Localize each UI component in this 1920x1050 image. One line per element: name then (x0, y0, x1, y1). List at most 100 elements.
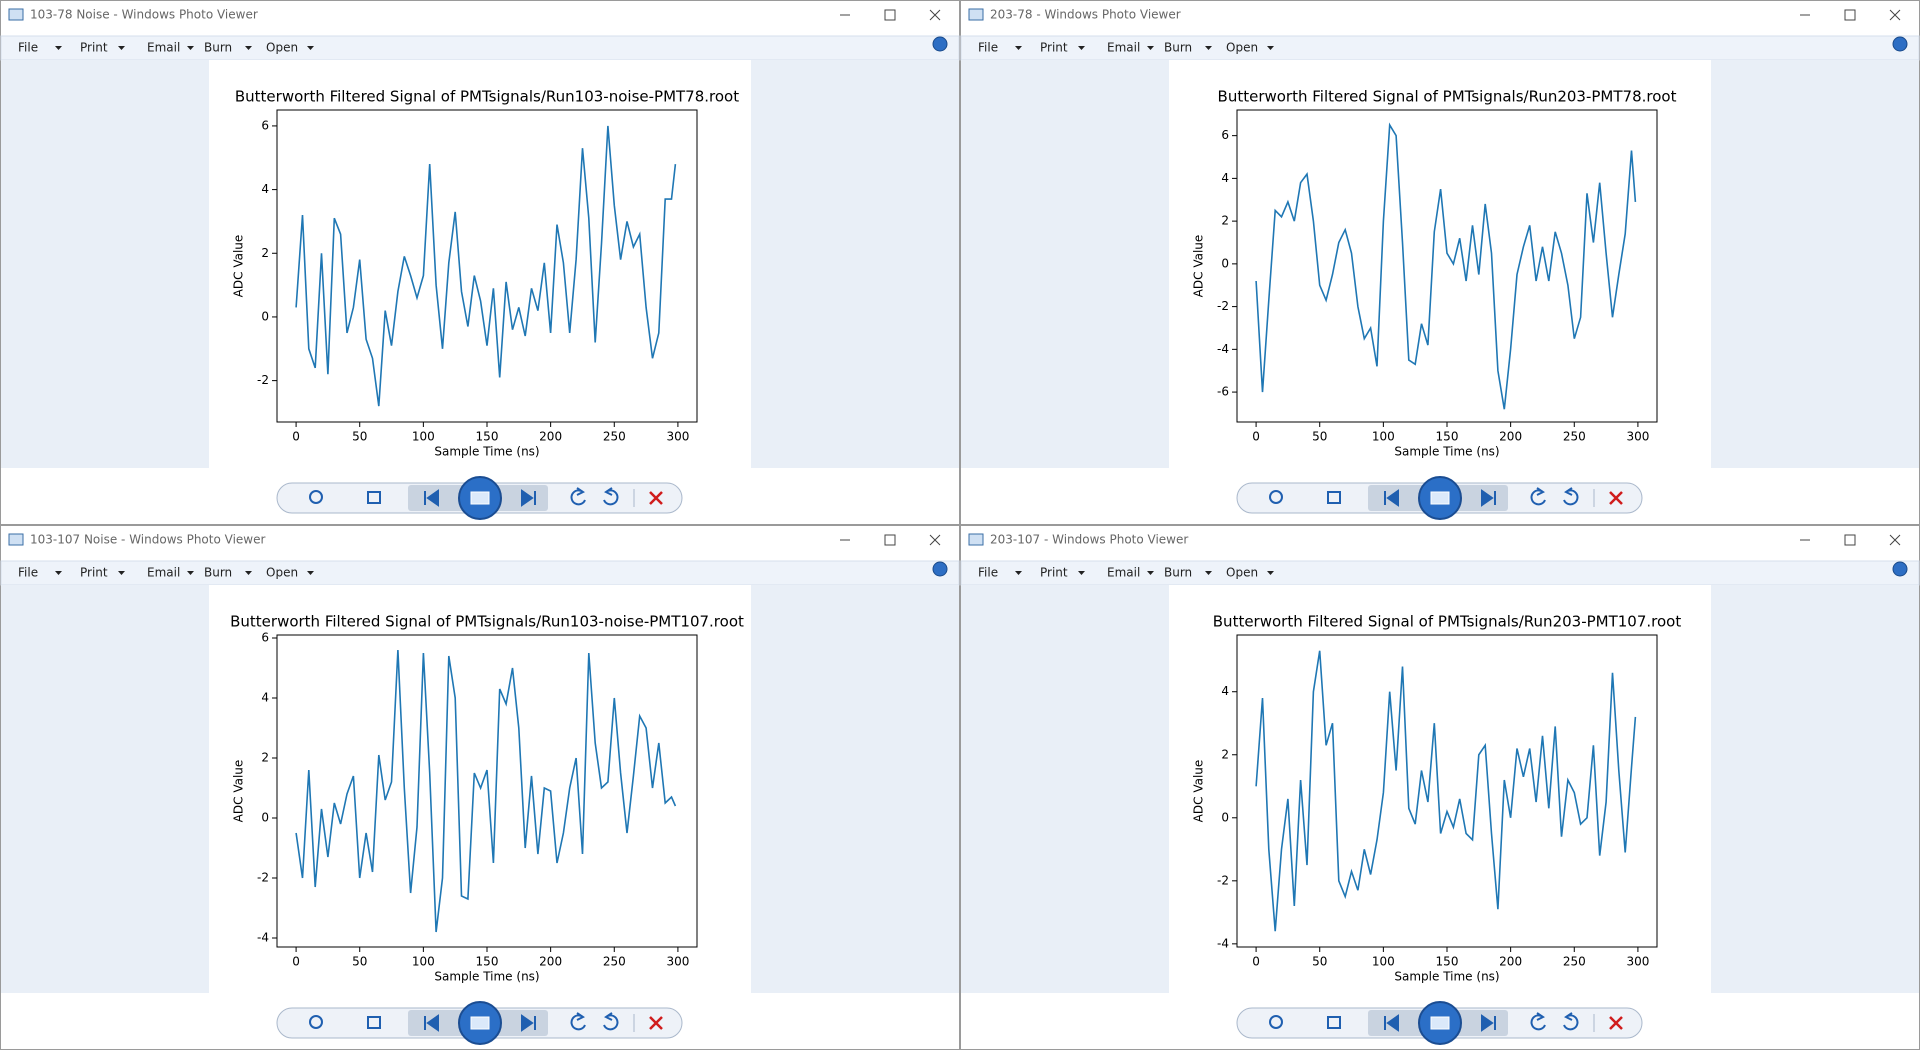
previous-button[interactable] (424, 1014, 439, 1032)
y-tick-label: -4 (1217, 342, 1229, 356)
delete-button[interactable] (1609, 1016, 1623, 1030)
x-tick-label: 200 (1499, 430, 1522, 444)
rotate-left-button[interactable] (1530, 1012, 1546, 1031)
help-button[interactable] (1892, 36, 1908, 52)
menu-item[interactable]: Open (266, 566, 298, 580)
slideshow-icon (1430, 491, 1450, 505)
rotate-right-button[interactable] (603, 1012, 619, 1031)
help-button[interactable] (932, 561, 948, 577)
signal-line (295, 649, 677, 933)
rotate-right-button[interactable] (603, 487, 619, 506)
zoom-button[interactable] (1269, 490, 1283, 504)
menu-item[interactable]: Burn (204, 566, 232, 580)
zoom-button[interactable] (309, 1015, 323, 1029)
menu-bar (960, 35, 1920, 61)
next-button[interactable] (521, 1014, 536, 1032)
x-tick-label: 300 (666, 955, 689, 969)
next-button[interactable] (1481, 489, 1496, 507)
previous-button[interactable] (1384, 489, 1399, 507)
viewer-window: 103-78 Noise - Windows Photo Viewer File P… (0, 0, 960, 525)
menu-item[interactable]: File (978, 566, 998, 580)
zoom-button[interactable] (1269, 1015, 1283, 1029)
y-tick-label: 2 (1221, 747, 1229, 761)
y-tick-label: 2 (261, 751, 269, 765)
menu-item[interactable]: Email (1107, 566, 1140, 580)
maximize-button[interactable] (884, 534, 896, 546)
menu-item[interactable]: Print (80, 566, 108, 580)
delete-button[interactable] (1609, 491, 1623, 505)
x-tick-label: 0 (1252, 955, 1260, 969)
x-tick-label: 150 (1436, 430, 1459, 444)
x-tick-label: 100 (1372, 430, 1395, 444)
y-tick-label: 0 (1221, 810, 1229, 824)
menu-item[interactable]: Burn (204, 41, 232, 55)
menu-item[interactable]: Email (147, 566, 180, 580)
help-button[interactable] (1892, 561, 1908, 577)
x-tick-label: 50 (1312, 430, 1327, 444)
rotate-left-button[interactable] (570, 1012, 586, 1031)
maximize-button[interactable] (1844, 9, 1856, 21)
rotate-left-button[interactable] (570, 487, 586, 506)
menu-item[interactable]: Burn (1164, 566, 1192, 580)
fit-button[interactable] (367, 1016, 381, 1029)
close-button[interactable] (1889, 9, 1901, 21)
axes-frame (276, 634, 698, 948)
x-axis-label: Sample Time (ns) (1394, 970, 1499, 984)
zoom-button[interactable] (309, 490, 323, 504)
x-tick-label: 300 (1626, 430, 1649, 444)
y-tick-label: 4 (261, 691, 269, 705)
axes-frame (1236, 109, 1658, 423)
menu-item[interactable]: Email (1107, 41, 1140, 55)
next-button[interactable] (521, 489, 536, 507)
menu-item[interactable]: Open (266, 41, 298, 55)
menu-item[interactable]: Email (147, 41, 180, 55)
rotate-right-button[interactable] (1563, 1012, 1579, 1031)
menu-arrow (55, 46, 62, 50)
menu-item[interactable]: Open (1226, 566, 1258, 580)
previous-button[interactable] (1384, 1014, 1399, 1032)
x-tick-label: 0 (292, 955, 300, 969)
close-button[interactable] (1889, 534, 1901, 546)
menu-bar (960, 560, 1920, 586)
x-tick-label: 100 (412, 430, 435, 444)
menu-item[interactable]: Print (1040, 566, 1068, 580)
maximize-button[interactable] (1844, 534, 1856, 546)
close-button[interactable] (929, 9, 941, 21)
fit-button[interactable] (1327, 1016, 1341, 1029)
help-button[interactable] (932, 36, 948, 52)
chart-title: Butterworth Filtered Signal of PMTsignal… (230, 613, 744, 631)
menu-arrow (245, 571, 252, 575)
rotate-right-button[interactable] (1563, 487, 1579, 506)
menu-item[interactable]: Open (1226, 41, 1258, 55)
close-button[interactable] (929, 534, 941, 546)
delete-button[interactable] (649, 1016, 663, 1030)
y-tick-label: 6 (261, 118, 269, 132)
menu-item[interactable]: File (18, 41, 38, 55)
app-icon (8, 533, 24, 546)
menu-item[interactable]: Print (80, 41, 108, 55)
fit-button[interactable] (1327, 491, 1341, 504)
window-title: 203-78 - Windows Photo Viewer (990, 8, 1181, 22)
maximize-button[interactable] (884, 9, 896, 21)
y-tick-label: 2 (1221, 214, 1229, 228)
x-tick-label: 200 (1499, 955, 1522, 969)
menu-item[interactable]: Burn (1164, 41, 1192, 55)
slideshow-icon (470, 491, 490, 505)
rotate-left-button[interactable] (1530, 487, 1546, 506)
menu-arrow (118, 46, 125, 50)
window-title: 103-78 Noise - Windows Photo Viewer (30, 8, 258, 22)
menu-arrow (1267, 46, 1274, 50)
y-tick-label: 2 (261, 246, 269, 260)
chart-title: Butterworth Filtered Signal of PMTsignal… (1218, 88, 1677, 106)
delete-button[interactable] (649, 491, 663, 505)
menu-arrow (1015, 571, 1022, 575)
next-button[interactable] (1481, 1014, 1496, 1032)
menu-item[interactable]: File (18, 566, 38, 580)
fit-button[interactable] (367, 491, 381, 504)
menu-item[interactable]: File (978, 41, 998, 55)
menu-item[interactable]: Print (1040, 41, 1068, 55)
previous-button[interactable] (424, 489, 439, 507)
signal-line (1255, 122, 1637, 410)
y-tick-label: 6 (1221, 128, 1229, 142)
